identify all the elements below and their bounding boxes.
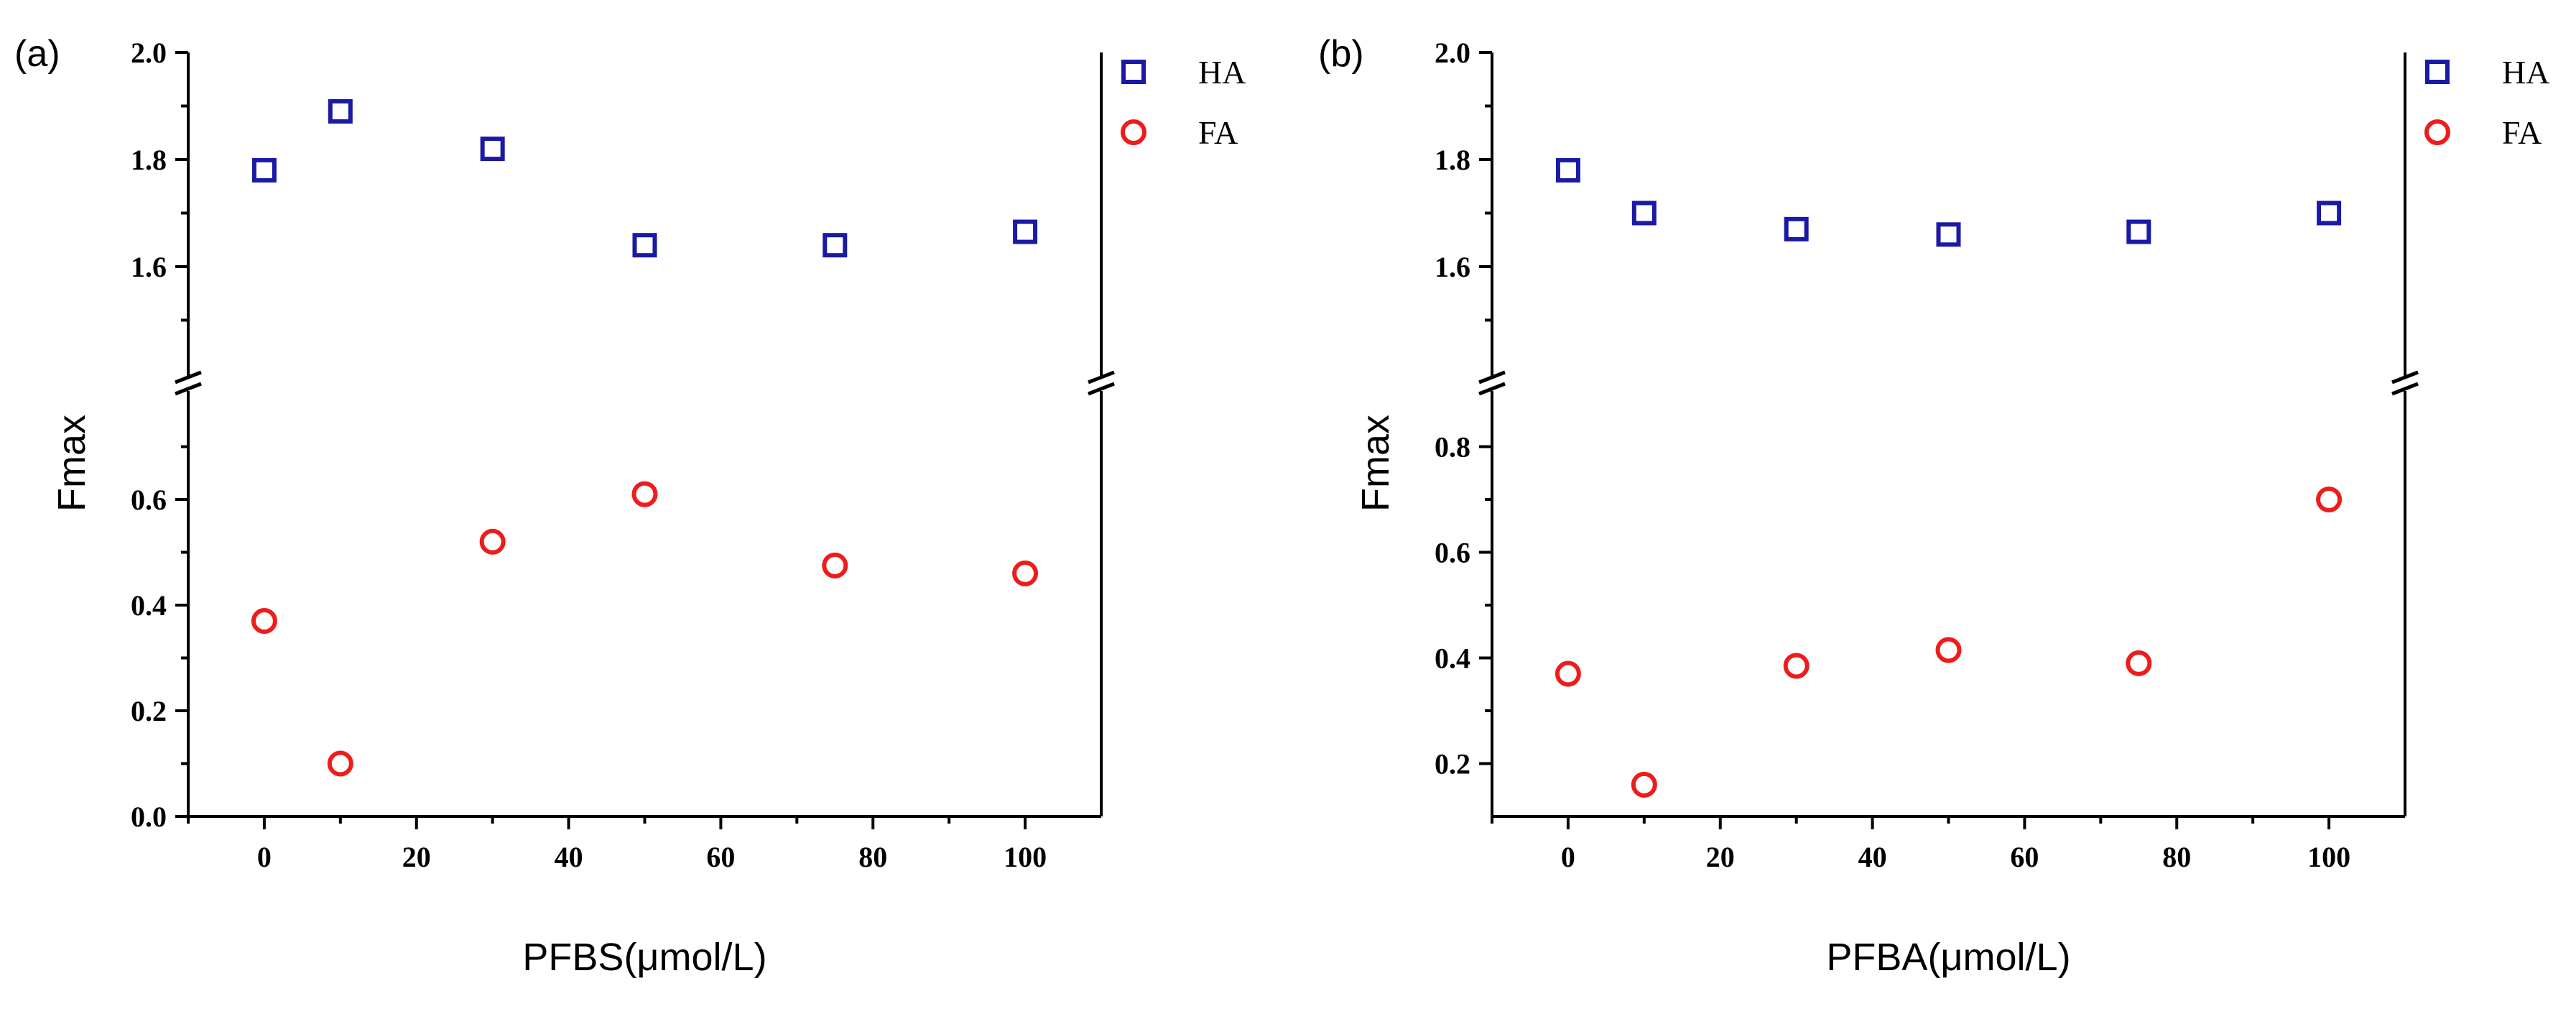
data-point-ha xyxy=(328,98,353,124)
legend: HA FA xyxy=(1121,54,1246,151)
x-tick-label: 100 xyxy=(2307,841,2350,873)
x-tick-label: 0 xyxy=(1561,841,1575,873)
data-point-ha xyxy=(2126,219,2151,244)
y-ticks: 1.6 1.8 2.0 0.2 0.4 0.6 0.8 xyxy=(1435,37,1492,780)
data-point-ha xyxy=(2317,201,2342,226)
y-tick-label: 0.6 xyxy=(1435,537,1470,569)
y-tick-label: 1.8 xyxy=(131,144,167,176)
x-tick-label: 100 xyxy=(1004,841,1047,873)
axis-break-mark xyxy=(1478,370,1506,384)
legend-marker-ha xyxy=(1121,60,1146,84)
data-point-fa xyxy=(479,528,506,555)
panel-label: (b) xyxy=(1318,33,1364,75)
axes xyxy=(1478,52,2419,818)
panel-label: (a) xyxy=(14,33,60,75)
y-tick-label: 0.8 xyxy=(1435,431,1470,464)
data-point-ha xyxy=(1631,201,1657,226)
data-point-ha xyxy=(480,137,505,162)
axis-break-mark xyxy=(2391,382,2419,396)
axis-break-mark xyxy=(1478,382,1506,396)
y-tick-label: 1.8 xyxy=(1435,144,1470,176)
y-tick-label: 0.4 xyxy=(131,589,167,622)
axis-break-mark xyxy=(1088,382,1115,396)
axes xyxy=(174,52,1116,818)
chart-panel-a: (a) 0 20 40 60 80 100 1.6 1.8 2.0 0.0 0.2 0.4 0.6 PFBS… xyxy=(14,33,1246,979)
data-point-fa xyxy=(1555,660,1581,687)
legend: HA FA xyxy=(2424,54,2549,151)
x-tick-label: 40 xyxy=(1858,841,1887,873)
data-point-ha xyxy=(1784,216,1809,241)
x-ticks: 0 20 40 60 80 100 xyxy=(1491,816,2350,873)
data-point-ha xyxy=(823,233,848,258)
y-tick-label: 0.6 xyxy=(131,484,167,516)
series-fa xyxy=(251,481,1039,777)
x-tick-label: 0 xyxy=(257,841,272,873)
x-tick-label: 80 xyxy=(2162,841,2191,873)
legend-label-ha: HA xyxy=(1198,54,1246,91)
data-point-fa xyxy=(2316,487,2343,512)
x-axis-label: PFBS(μmol/L) xyxy=(522,936,766,979)
y-tick-label: 0.2 xyxy=(131,695,167,727)
y-axis-label: Fmax xyxy=(1354,415,1397,512)
y-tick-label: 0.2 xyxy=(1435,748,1470,780)
x-tick-label: 40 xyxy=(555,841,583,873)
y-tick-label: 0.0 xyxy=(131,801,167,833)
axis-break-mark xyxy=(175,382,202,396)
y-tick-label: 2.0 xyxy=(1435,37,1470,69)
x-ticks: 0 20 40 60 80 100 xyxy=(187,816,1047,873)
data-point-ha xyxy=(251,157,277,183)
series-fa xyxy=(1555,487,2343,798)
y-tick-label: 1.6 xyxy=(131,251,167,283)
data-point-fa xyxy=(327,750,353,777)
legend-label-fa: FA xyxy=(2502,114,2542,151)
x-tick-label: 20 xyxy=(402,841,431,873)
y-tick-label: 0.4 xyxy=(1435,642,1470,675)
y-tick-label: 1.6 xyxy=(1435,251,1470,283)
data-point-fa xyxy=(2126,650,2152,676)
data-point-fa xyxy=(1935,637,1962,663)
data-point-ha xyxy=(1555,157,1580,183)
data-point-fa xyxy=(251,608,277,635)
legend-marker-fa xyxy=(2424,119,2450,145)
data-point-fa xyxy=(1012,560,1039,586)
data-point-ha xyxy=(1013,219,1038,244)
legend-label-fa: FA xyxy=(1198,114,1238,151)
x-axis-label: PFBA(μmol/L) xyxy=(1826,936,2070,979)
y-axis-label: Fmax xyxy=(50,415,93,512)
legend-marker-fa xyxy=(1121,119,1146,145)
series-ha xyxy=(251,98,1038,258)
axis-break-mark xyxy=(175,370,202,384)
y-ticks: 1.6 1.8 2.0 0.0 0.2 0.4 0.6 xyxy=(131,37,188,833)
x-tick-label: 80 xyxy=(858,841,887,873)
x-tick-label: 20 xyxy=(1706,841,1735,873)
y-tick-label: 2.0 xyxy=(131,37,167,69)
chart-panel-b: (b) 0 20 40 60 80 100 1.6 1.8 2.0 0.2 0.4 0.6 0.8 PFBA… xyxy=(1318,33,2549,979)
data-point-fa xyxy=(822,552,848,579)
data-point-ha xyxy=(1936,222,1961,247)
series-ha xyxy=(1555,157,2342,247)
axis-break-mark xyxy=(2391,370,2419,384)
data-point-fa xyxy=(631,481,658,507)
axis-break-mark xyxy=(1088,370,1115,384)
x-tick-label: 60 xyxy=(2010,841,2039,873)
data-point-fa xyxy=(1631,771,1657,798)
data-point-ha xyxy=(632,233,657,258)
legend-label-ha: HA xyxy=(2502,54,2549,91)
x-tick-label: 60 xyxy=(706,841,735,873)
legend-marker-ha xyxy=(2425,60,2450,84)
data-point-fa xyxy=(1783,653,1810,679)
